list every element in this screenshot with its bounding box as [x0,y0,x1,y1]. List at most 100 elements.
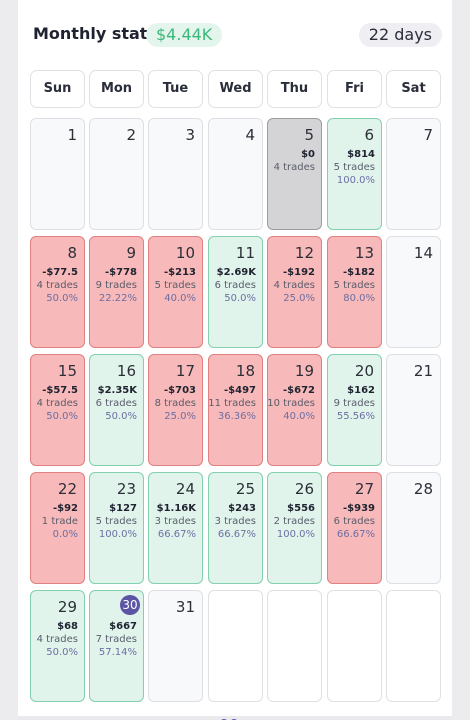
day-cell-12[interactable]: 12 -$192 4 trades 25.0% [267,236,322,348]
day-cell-19[interactable]: 19 -$672 10 trades 40.0% [267,354,322,466]
win-rate: 66.67% [336,529,375,540]
day-cell-25[interactable]: 25 $243 3 trades 66.67% [208,472,263,584]
trade-count: 5 trades [154,280,196,291]
day-number: 16 [116,362,136,380]
day-number: 3 [185,126,195,144]
day-number: 10 [175,244,195,262]
day-number: 4 [245,126,255,144]
today-day-badge: 30 [120,595,140,615]
day-cell-3[interactable]: 3 [148,118,203,230]
trading-days-badge: 22 days [358,23,442,47]
win-rate: 36.36% [217,411,256,422]
day-cell-17[interactable]: 17 -$703 8 trades 25.0% [148,354,203,466]
day-cell-9[interactable]: 9 -$778 9 trades 22.22% [89,236,144,348]
day-cell-31[interactable]: 31 [148,590,203,702]
day-number: 22 [57,480,77,498]
day-number: 25 [235,480,255,498]
day-pnl: -$57.5 [42,385,78,396]
day-number: 12 [294,244,314,262]
day-cell-29[interactable]: 29 $68 4 trades 50.0% [30,590,85,702]
day-pnl: -$703 [164,385,196,396]
win-rate: 100.0% [98,529,137,540]
day-number: 5 [304,126,314,144]
weekday-sun: Sun [30,70,85,108]
day-cell-18[interactable]: 18 -$497 11 trades 36.36% [208,354,263,466]
trade-count: 2 trades [273,516,315,527]
day-cell-13[interactable]: 13 -$182 5 trades 80.0% [327,236,382,348]
day-number: 15 [57,362,77,380]
win-rate: 50.0% [224,293,256,304]
day-cell-1[interactable]: 1 [30,118,85,230]
day-number: 20 [354,362,374,380]
day-cell-28[interactable]: 28 [386,472,441,584]
trade-count: 7 trades [95,634,137,645]
day-cell-21[interactable]: 21 [386,354,441,466]
day-cell-26[interactable]: 26 $556 2 trades 100.0% [267,472,322,584]
trade-count: 4 trades [36,634,78,645]
empty-cell [267,590,322,702]
day-cell-22[interactable]: 22 -$92 1 trade 0.0% [30,472,85,584]
trade-count: 6 trades [214,280,256,291]
monthly-stats-title: Monthly stats: [33,24,164,43]
bottom-bar [18,716,452,720]
page-indicator[interactable] [220,714,240,720]
day-number: 13 [354,244,374,262]
day-cell-16[interactable]: 16 $2.35K 6 trades 50.0% [89,354,144,466]
day-cell-4[interactable]: 4 [208,118,263,230]
day-number: 24 [175,480,195,498]
day-cell-11[interactable]: 11 $2.69K 6 trades 50.0% [208,236,263,348]
trade-count: 5 trades [333,280,375,291]
empty-cell [327,590,382,702]
win-rate: 25.0% [164,411,196,422]
day-cell-6[interactable]: 6 $814 5 trades 100.0% [327,118,382,230]
trade-count: 1 trade [41,516,78,527]
day-cell-24[interactable]: 24 $1.16K 3 trades 66.67% [148,472,203,584]
win-rate: 50.0% [46,293,78,304]
day-cell-5[interactable]: 5 $0 4 trades [267,118,322,230]
day-number: 29 [57,598,77,616]
day-pnl: $243 [228,503,256,514]
day-cell-8[interactable]: 8 -$77.5 4 trades 50.0% [30,236,85,348]
day-number: 17 [175,362,195,380]
day-cell-10[interactable]: 10 -$213 5 trades 40.0% [148,236,203,348]
day-cell-27[interactable]: 27 -$939 6 trades 66.67% [327,472,382,584]
day-pnl: $814 [347,149,375,160]
day-number: 1 [67,126,77,144]
day-pnl: $667 [109,621,137,632]
day-number: 2 [126,126,136,144]
empty-cell [386,590,441,702]
win-rate: 22.22% [98,293,137,304]
day-cell-20[interactable]: 20 $162 9 trades 55.56% [327,354,382,466]
day-pnl: $2.35K [97,385,137,396]
win-rate: 57.14% [98,647,137,658]
weekday-fri: Fri [327,70,382,108]
day-cell-7[interactable]: 7 [386,118,441,230]
day-cell-2[interactable]: 2 [89,118,144,230]
day-pnl: $68 [57,621,78,632]
empty-cell [208,590,263,702]
day-number: 7 [423,126,433,144]
day-number: 23 [116,480,136,498]
trade-count: 3 trades [154,516,196,527]
day-number: 19 [294,362,314,380]
day-cell-15[interactable]: 15 -$57.5 4 trades 50.0% [30,354,85,466]
day-pnl: $1.16K [156,503,196,514]
trade-count: 11 trades [208,398,256,409]
trade-count: 4 trades [273,162,315,173]
day-number: 26 [294,480,314,498]
win-rate: 66.67% [217,529,256,540]
day-pnl: $127 [109,503,137,514]
win-rate: 40.0% [164,293,196,304]
day-pnl: -$939 [343,503,375,514]
trade-count: 4 trades [273,280,315,291]
day-cell-14[interactable]: 14 [386,236,441,348]
day-cell-23[interactable]: 23 $127 5 trades 100.0% [89,472,144,584]
day-number: 31 [175,598,195,616]
trade-count: 8 trades [154,398,196,409]
trade-count: 5 trades [95,516,137,527]
win-rate: 66.67% [157,529,196,540]
day-cell-30[interactable]: 30 $667 7 trades 57.14% [89,590,144,702]
monthly-pnl-badge: $4.44K [146,23,223,47]
trade-count: 6 trades [333,516,375,527]
win-rate: 80.0% [343,293,375,304]
